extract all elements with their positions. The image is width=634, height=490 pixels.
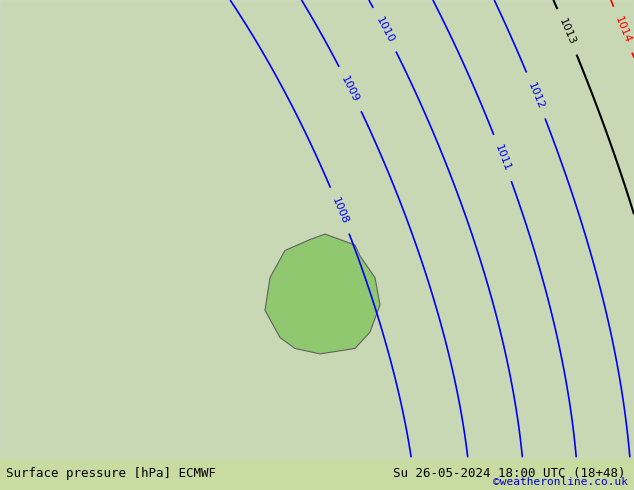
Text: 1014: 1014 [613, 15, 633, 45]
Text: 1012: 1012 [526, 80, 546, 110]
Text: Surface pressure [hPa] ECMWF: Surface pressure [hPa] ECMWF [6, 466, 216, 480]
Text: Su 26-05-2024 18:00 UTC (18+48): Su 26-05-2024 18:00 UTC (18+48) [393, 466, 626, 480]
Text: 1011: 1011 [493, 143, 512, 173]
Text: 1008: 1008 [330, 196, 350, 225]
Text: 1013: 1013 [557, 17, 577, 47]
Text: ©weatheronline.co.uk: ©weatheronline.co.uk [493, 477, 628, 487]
Text: 1010: 1010 [374, 15, 396, 44]
Polygon shape [265, 234, 380, 354]
Text: 1009: 1009 [339, 74, 361, 104]
